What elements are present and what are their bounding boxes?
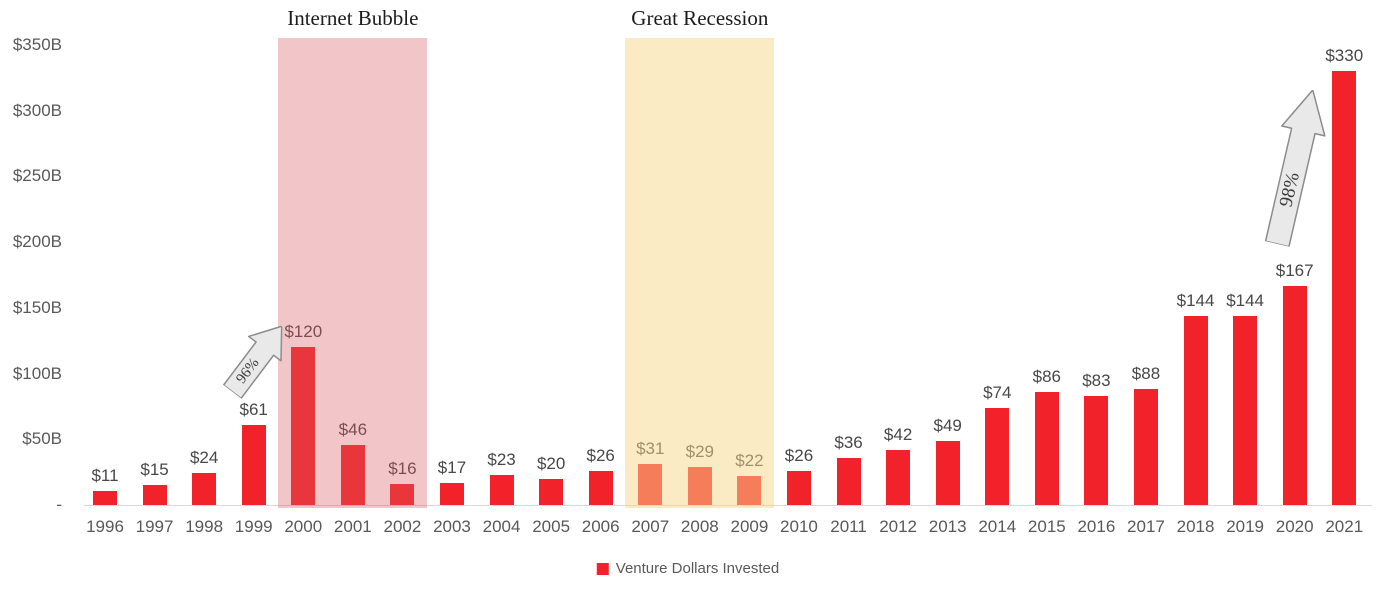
bar-2005 (539, 478, 564, 505)
bar-2011 (836, 457, 861, 505)
year-label: 2020 (1275, 517, 1314, 536)
year-label: 2010 (780, 517, 818, 536)
y-tick-label: $150B (12, 297, 62, 317)
bar-1997 (142, 485, 167, 505)
bar-value-label: $74 (983, 382, 1012, 402)
region-title: Internet Bubble (287, 6, 419, 30)
bar-2000 (291, 347, 316, 505)
bar-2004 (489, 474, 514, 505)
y-tick-label: $100B (12, 363, 62, 383)
bar-value-label: $23 (487, 449, 516, 469)
bar-2017 (1133, 389, 1158, 505)
year-label: 2002 (383, 517, 422, 536)
bar-value-label: $86 (1032, 366, 1062, 386)
year-label: 2004 (482, 517, 521, 536)
year-label: 2000 (284, 517, 323, 536)
bar-value-label: $46 (338, 419, 368, 439)
bar-value-label: $144 (1176, 290, 1215, 310)
bar-2016 (1084, 395, 1109, 505)
year-label: 2014 (978, 517, 1017, 536)
year-label: 2001 (333, 517, 372, 536)
bar-value-label: $330 (1325, 46, 1364, 66)
region-highlight (625, 38, 775, 508)
year-label: 2016 (1077, 517, 1116, 536)
bar-2001 (340, 444, 365, 505)
bar-value-label: $167 (1275, 260, 1314, 280)
y-tick-label: $350B (12, 35, 62, 54)
bar-2019 (1233, 315, 1258, 505)
year-label: 2003 (433, 517, 471, 536)
year-label: 2007 (631, 517, 670, 536)
bar-2014 (985, 407, 1010, 505)
bar-value-label: $26 (784, 445, 814, 465)
year-label: 2018 (1176, 517, 1215, 536)
year-label: 1998 (185, 517, 224, 536)
bar-2021 (1332, 71, 1357, 505)
bar-value-label: $24 (189, 448, 219, 468)
year-label: 2006 (581, 517, 620, 536)
legend-label: Venture Dollars Invested (615, 560, 780, 577)
year-label: 2021 (1325, 517, 1364, 536)
year-label: 2012 (879, 517, 918, 536)
bar-value-label: $16 (388, 458, 417, 478)
growth-arrow-icon: 98% (1264, 89, 1326, 248)
year-label: 2019 (1226, 517, 1265, 536)
chart-legend: Venture Dollars Invested (596, 560, 780, 577)
y-tick-label: - (56, 495, 62, 514)
year-label: 1997 (135, 517, 174, 536)
bar-1996 (93, 490, 117, 505)
y-tick-label: $50B (22, 429, 62, 449)
bar-2013 (935, 440, 960, 505)
bar-value-label: $20 (536, 453, 566, 473)
year-label: 2017 (1127, 517, 1165, 536)
year-label: 1999 (234, 517, 273, 536)
year-label: 2013 (928, 517, 967, 536)
bar-value-label: $42 (883, 424, 913, 444)
bar-2006 (588, 470, 613, 505)
bar-value-label: $120 (284, 322, 323, 342)
bar-value-label: $88 (1131, 364, 1161, 384)
bar-value-label: $11 (91, 465, 119, 485)
bar-value-label: $49 (933, 415, 962, 435)
bar-2012 (886, 449, 911, 505)
bar-value-label: $15 (140, 460, 169, 480)
year-label: 2008 (680, 517, 719, 536)
year-label: 2009 (730, 517, 769, 536)
year-label: 2005 (532, 517, 571, 536)
bar-2003 (439, 482, 464, 505)
growth-arrow-icon: 96% (222, 325, 283, 400)
bar-1998 (192, 473, 217, 505)
bar-value-label: $17 (437, 457, 467, 477)
bar-2018 (1183, 315, 1208, 505)
bar-1999 (241, 424, 266, 505)
bar-value-label: $26 (586, 445, 615, 465)
region-title: Great Recession (631, 6, 769, 30)
bar-value-label: $36 (834, 432, 863, 452)
year-label: 2011 (830, 517, 867, 536)
bar-2002 (390, 483, 415, 505)
y-tick-label: $250B (12, 166, 62, 186)
year-label: 1996 (86, 517, 124, 536)
region-highlight (278, 38, 428, 508)
bar-2020 (1282, 285, 1307, 505)
bar-value-label: $144 (1226, 290, 1265, 310)
bar-2010 (786, 470, 811, 505)
legend-swatch-icon (596, 562, 609, 575)
bar-value-label: $61 (239, 399, 268, 419)
y-tick-label: $200B (12, 232, 62, 252)
bar-value-label: $83 (1082, 370, 1111, 390)
bar-2015 (1034, 391, 1059, 505)
year-label: 2015 (1027, 517, 1066, 536)
y-tick-label: $300B (12, 100, 62, 120)
